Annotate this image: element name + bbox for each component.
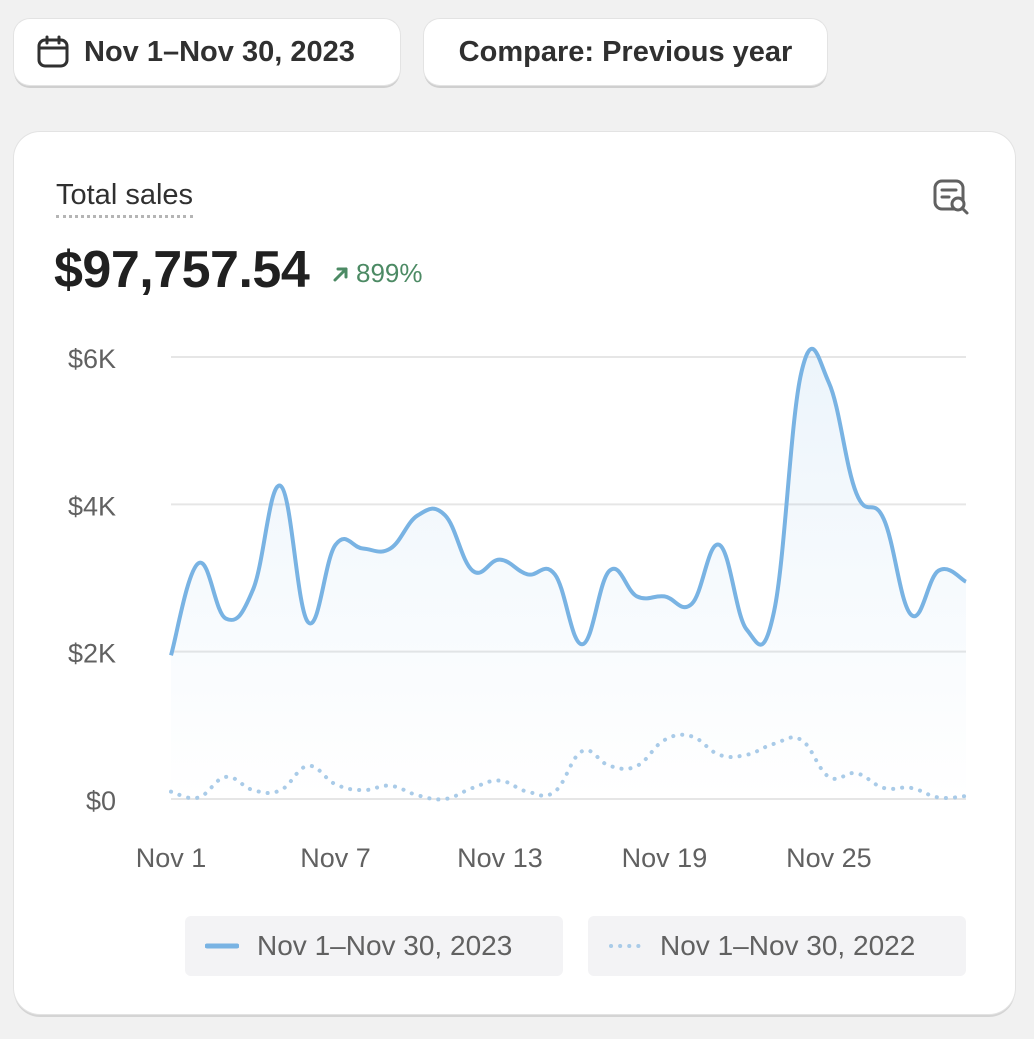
sales-line-chart: $0 $2K $4K $6K Nov 1 Nov 7 Nov 13 Nov 19 Nov 25 xyxy=(68,344,968,873)
x-tick-label: Nov 1 xyxy=(136,843,207,873)
report-search-icon[interactable] xyxy=(932,178,970,216)
x-tick-label: Nov 7 xyxy=(300,843,371,873)
date-range-button[interactable]: Nov 1–Nov 30, 2023 xyxy=(14,19,400,85)
compare-button[interactable]: Compare: Previous year xyxy=(424,19,827,85)
legend-swatch-solid xyxy=(205,943,239,949)
change-indicator: 899% xyxy=(332,258,423,289)
legend-item-previous[interactable]: Nov 1–Nov 30, 2022 xyxy=(588,916,966,976)
legend-label-current: Nov 1–Nov 30, 2023 xyxy=(257,930,513,961)
arrow-up-right-icon xyxy=(333,267,348,281)
card-title[interactable]: Total sales xyxy=(56,179,194,218)
x-tick-label: Nov 25 xyxy=(786,843,872,873)
total-sales-card: Total sales $97,757.54 899% $0 $2K $4K $6K N… xyxy=(14,132,1015,1014)
y-tick-label: $2K xyxy=(68,639,116,669)
legend-swatch-dotted xyxy=(609,944,642,948)
current-area-fill xyxy=(171,348,966,799)
total-sales-value: $97,757.54 xyxy=(54,241,310,299)
y-tick-label: $0 xyxy=(86,786,116,816)
series-line-current xyxy=(169,346,968,656)
legend-item-current[interactable]: Nov 1–Nov 30, 2023 xyxy=(185,916,563,976)
x-tick-label: Nov 19 xyxy=(622,843,708,873)
y-tick-label: $4K xyxy=(68,491,116,521)
compare-label: Compare: Previous year xyxy=(458,35,793,68)
legend-label-previous: Nov 1–Nov 30, 2022 xyxy=(660,930,916,961)
change-percent: 899% xyxy=(356,258,423,288)
date-range-label: Nov 1–Nov 30, 2023 xyxy=(84,35,355,68)
y-tick-label: $6K xyxy=(68,344,116,374)
calendar-icon xyxy=(37,35,69,68)
x-tick-label: Nov 13 xyxy=(457,843,543,873)
